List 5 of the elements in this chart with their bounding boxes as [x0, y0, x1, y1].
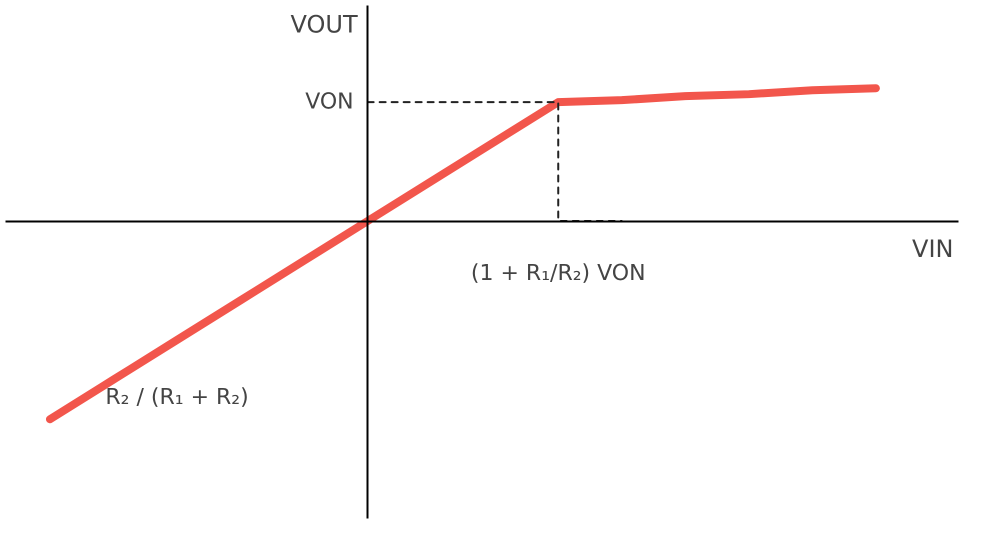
annotation: R₂ / (R₁ + R₂) [105, 384, 249, 410]
annotation: VON [305, 90, 354, 115]
x-axis-title: VIN [912, 235, 954, 264]
y-axis-title: VOUT [290, 10, 358, 38]
annotation: (1 + R₁/R₂) VON [470, 261, 646, 286]
